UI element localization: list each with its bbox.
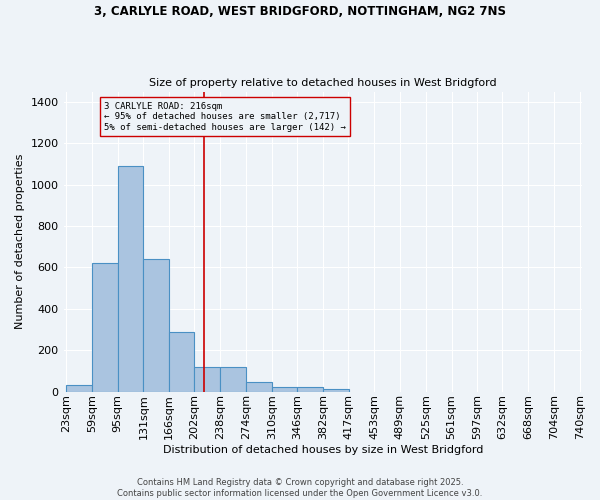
Y-axis label: Number of detached properties: Number of detached properties	[15, 154, 25, 329]
Bar	[298, 387, 323, 392]
Title: Size of property relative to detached houses in West Bridgford: Size of property relative to detached ho…	[149, 78, 497, 88]
Bar	[66, 386, 92, 392]
Bar	[169, 332, 194, 392]
Text: 3, CARLYLE ROAD, WEST BRIDGFORD, NOTTINGHAM, NG2 7NS: 3, CARLYLE ROAD, WEST BRIDGFORD, NOTTING…	[94, 5, 506, 18]
Bar	[246, 382, 272, 392]
Bar	[143, 259, 169, 392]
Bar	[92, 264, 118, 392]
Bar	[220, 366, 246, 392]
Bar	[194, 366, 220, 392]
Text: Contains HM Land Registry data © Crown copyright and database right 2025.
Contai: Contains HM Land Registry data © Crown c…	[118, 478, 482, 498]
Bar	[323, 390, 349, 392]
Text: 3 CARLYLE ROAD: 216sqm
← 95% of detached houses are smaller (2,717)
5% of semi-d: 3 CARLYLE ROAD: 216sqm ← 95% of detached…	[104, 102, 346, 132]
Bar	[118, 166, 143, 392]
Bar	[272, 387, 298, 392]
X-axis label: Distribution of detached houses by size in West Bridgford: Distribution of detached houses by size …	[163, 445, 483, 455]
